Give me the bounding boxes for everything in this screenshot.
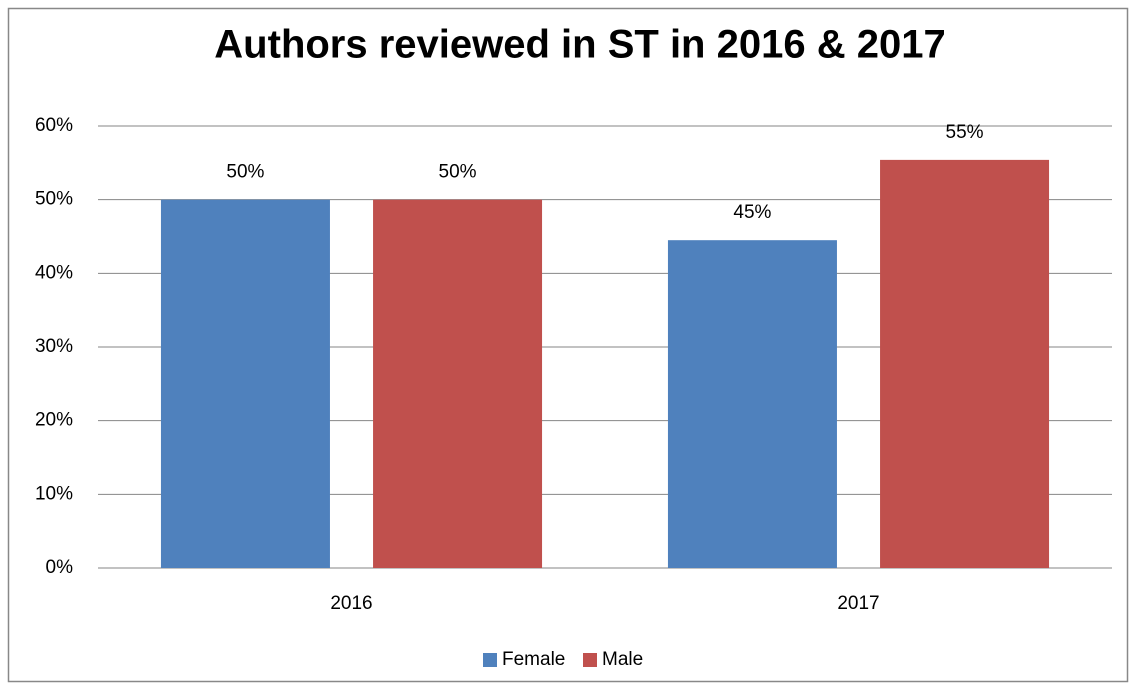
legend-swatch <box>483 653 497 667</box>
data-label: 50% <box>439 162 477 183</box>
bar <box>880 159 1050 569</box>
y-tick-label: 60% <box>35 115 73 136</box>
bar <box>160 199 330 568</box>
y-tick-label: 40% <box>35 262 73 283</box>
data-label: 50% <box>226 162 264 183</box>
y-tick-label: 20% <box>35 410 73 431</box>
legend-label: Female <box>502 649 565 670</box>
chart-title: Authors reviewed in ST in 2016 & 2017 <box>214 23 945 67</box>
data-label: 45% <box>733 202 771 223</box>
y-tick-label: 50% <box>35 189 73 210</box>
x-tick-label: 2017 <box>837 593 879 614</box>
bar <box>373 199 543 568</box>
y-tick-label: 30% <box>35 336 73 357</box>
y-tick-label: 10% <box>35 483 73 504</box>
legend-label: Male <box>602 649 643 670</box>
legend-swatch <box>583 653 597 667</box>
data-label: 55% <box>946 122 984 143</box>
x-tick-label: 2016 <box>330 593 372 614</box>
bar <box>667 240 837 568</box>
y-tick-label: 0% <box>46 557 74 578</box>
